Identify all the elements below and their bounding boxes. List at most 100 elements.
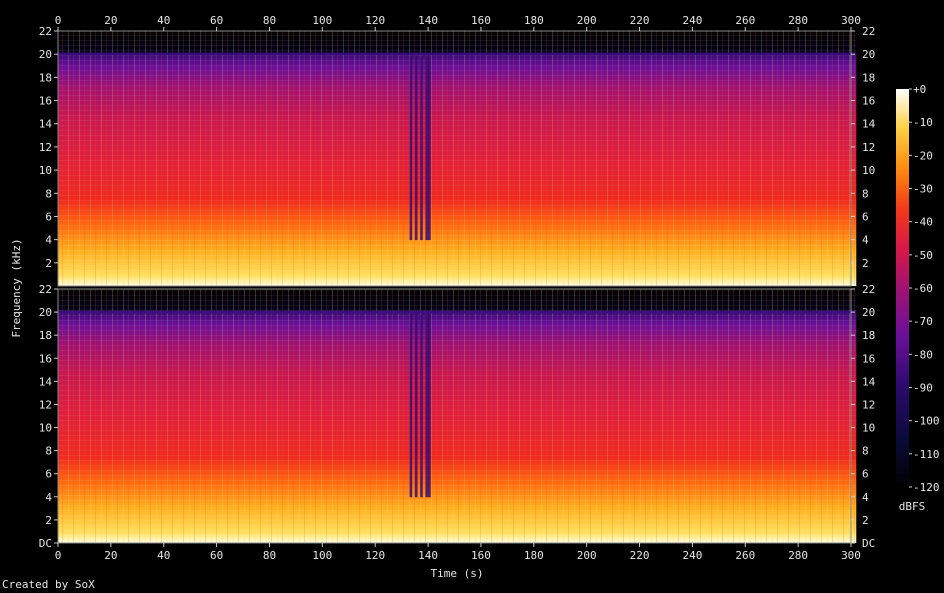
- x-tick-label: 0: [55, 549, 62, 562]
- x-tick-label: 220: [630, 14, 650, 27]
- y-tick-label: 4: [862, 234, 869, 247]
- y-tick-label: 20: [39, 306, 52, 319]
- dropout-region: [425, 56, 431, 241]
- y-tick-label: 16: [862, 352, 875, 365]
- x-tick-label: 60: [210, 549, 223, 562]
- dropout-region: [414, 314, 418, 498]
- y-tick-label: 14: [39, 375, 53, 388]
- colorbar-tick-label: +0: [913, 83, 926, 96]
- colorbar-label: dBFS: [899, 500, 926, 513]
- colorbar-tick-label: -40: [913, 216, 933, 229]
- y-tick-label: 6: [862, 210, 869, 223]
- y-tick-label: 22: [39, 25, 52, 38]
- y-tick-label: 20: [39, 48, 52, 61]
- x-tick-label: 160: [471, 549, 491, 562]
- y-tick-label: 18: [862, 71, 875, 84]
- dropout-region: [414, 56, 418, 241]
- y-tick-label: 8: [45, 187, 52, 200]
- x-tick-label: 280: [788, 549, 808, 562]
- y-tick-label: 16: [39, 95, 52, 108]
- colorbar-tick-label: -80: [913, 348, 933, 361]
- y-tick-label: 6: [45, 468, 52, 481]
- y-tick-label: 14: [862, 375, 876, 388]
- x-axis-label: Time (s): [431, 567, 484, 580]
- harmonic-lines: [58, 289, 857, 543]
- x-tick-label: 280: [788, 14, 808, 27]
- x-tick-label: 160: [471, 14, 491, 27]
- channel-2-spectrogram: [57, 288, 857, 544]
- x-tick-label: 40: [157, 14, 170, 27]
- y-tick-label: DC: [862, 537, 875, 550]
- x-tick-label: 0: [55, 14, 62, 27]
- colorbar-gradient: [896, 89, 909, 487]
- y-tick-label: 14: [39, 118, 53, 131]
- y-tick-label: 12: [862, 398, 875, 411]
- panel-frame: [57, 288, 852, 544]
- x-tick-label: 20: [104, 14, 117, 27]
- colorbar-tick-label: -100: [913, 415, 940, 428]
- colorbar-tick-label: -70: [913, 315, 933, 328]
- y-tick-label: 12: [39, 398, 52, 411]
- x-tick-label: 180: [524, 549, 544, 562]
- cutoff-band: [58, 311, 857, 314]
- y-tick-label: 8: [862, 445, 869, 458]
- dropout-region: [420, 56, 423, 241]
- colorbar-tick-label: -10: [913, 116, 933, 129]
- y-tick-label: 18: [39, 329, 52, 342]
- y-tick-label: 16: [862, 95, 875, 108]
- y-axis-label: Frequency (kHz): [10, 238, 23, 337]
- y-tick-label: 20: [862, 48, 875, 61]
- y-tick-label: 10: [862, 422, 875, 435]
- x-tick-label: 120: [365, 549, 385, 562]
- x-tick-label: 220: [630, 549, 650, 562]
- x-tick-label: 80: [263, 549, 276, 562]
- x-tick-label: 100: [312, 549, 332, 562]
- x-tick-label: 180: [524, 14, 544, 27]
- x-tick-label: 260: [735, 549, 755, 562]
- x-tick-label: 140: [418, 14, 438, 27]
- x-tick-label: 40: [157, 549, 170, 562]
- cutoff-band: [58, 53, 857, 56]
- x-tick-label: 300: [841, 14, 861, 27]
- y-tick-label: 12: [862, 141, 875, 154]
- y-tick-label: 12: [39, 141, 52, 154]
- colorbar-tick-label: -90: [913, 382, 933, 395]
- y-tick-label: 16: [39, 352, 52, 365]
- y-tick-label: 2: [45, 514, 52, 527]
- x-tick-label: 20: [104, 549, 117, 562]
- y-tick-label: 8: [45, 445, 52, 458]
- colorbar: +0 -10 -20 -30 -40 -50 -60 -70 -80 -90 -100 -110 -12…: [896, 83, 940, 494]
- x-tick-label: 80: [263, 14, 276, 27]
- dropout-region: [425, 314, 431, 498]
- y-tick-label: 10: [39, 422, 52, 435]
- colorbar-tick-label: -50: [913, 249, 933, 262]
- y-tick-label: 10: [862, 164, 875, 177]
- x-tick-label: 100: [312, 14, 332, 27]
- channel-1-spectrogram: [57, 30, 857, 287]
- y-tick-label: 10: [39, 164, 52, 177]
- y-tick-label: 22: [862, 25, 875, 38]
- y-tick-label: 8: [862, 187, 869, 200]
- dropout-region: [420, 314, 423, 498]
- x-tick-label: 60: [210, 14, 223, 27]
- y-tick-label: 4: [45, 234, 52, 247]
- dropout-region: [409, 56, 413, 241]
- y-tick-label: 2: [45, 257, 52, 270]
- y-tick-label: 22: [39, 283, 52, 296]
- y-tick-label: 2: [862, 514, 869, 527]
- y-tick-label: 20: [862, 306, 875, 319]
- y-tick-label: 4: [45, 491, 52, 504]
- panel-frame: [57, 30, 852, 287]
- credit-text: Created by SoX: [2, 578, 95, 591]
- y-tick-label: 18: [39, 71, 52, 84]
- y-tick-label: 4: [862, 491, 869, 504]
- harmonic-lines: [58, 31, 857, 286]
- x-tick-label: 140: [418, 549, 438, 562]
- colorbar-tick-label: -110: [913, 448, 940, 461]
- x-tick-label: 200: [577, 549, 597, 562]
- y-tick-label: 22: [862, 283, 875, 296]
- y-tick-label: 6: [45, 210, 52, 223]
- colorbar-tick-label: -120: [913, 481, 940, 494]
